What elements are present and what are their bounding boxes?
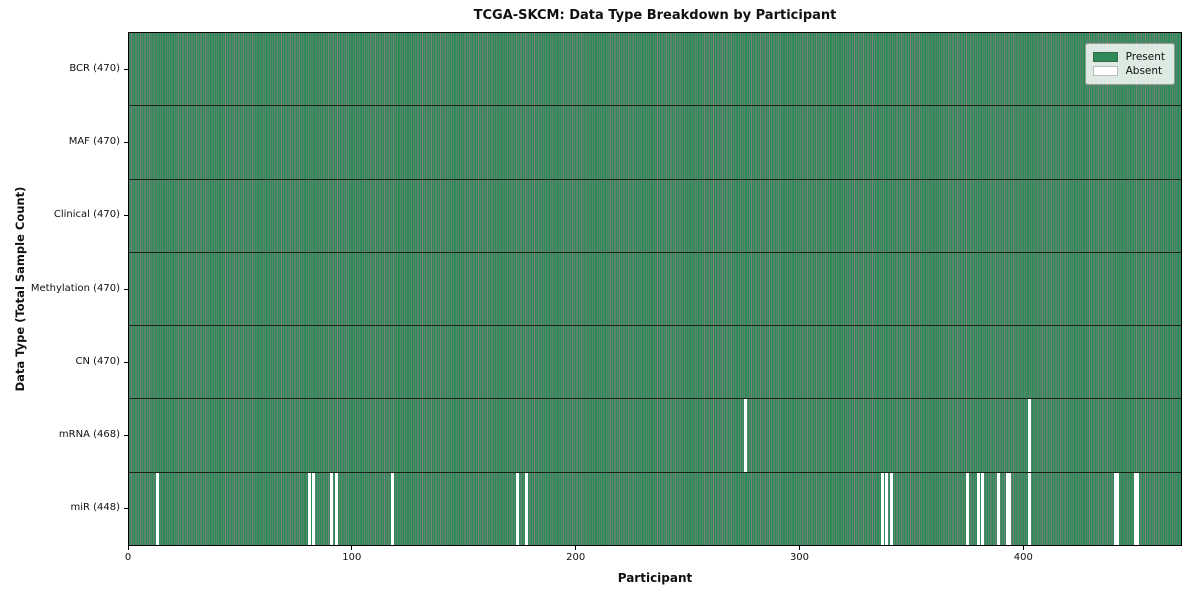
absent-cell	[1006, 472, 1010, 545]
x-tick-label: 300	[789, 552, 810, 563]
x-tick-mark	[575, 546, 577, 550]
absent-cell	[981, 472, 985, 545]
absent-cell	[515, 472, 519, 545]
absent-cell	[330, 472, 334, 545]
absent-cell	[997, 472, 1001, 545]
y-tick-label-methylation: Methylation (470)	[30, 282, 120, 294]
heatmap-plot: Present Absent	[128, 32, 1182, 546]
x-tick-label: 0	[124, 552, 132, 563]
heatmap-row-maf	[129, 106, 1181, 180]
absent-cell	[889, 472, 893, 545]
absent-cell	[1133, 472, 1137, 545]
heatmap-row-bcr	[129, 33, 1181, 107]
y-tick-label-clinical: Clinical (470)	[53, 209, 120, 221]
x-tick-mark	[127, 546, 129, 550]
y-tick-label-cn: CN (470)	[75, 355, 120, 367]
y-tick-mark	[124, 288, 128, 290]
y-tick-mark	[124, 142, 128, 144]
x-tick-mark	[798, 546, 800, 550]
absent-cell	[1028, 472, 1032, 545]
y-tick-mark	[124, 507, 128, 509]
absent-cell	[312, 472, 316, 545]
y-tick-label-mrna: mRNA (468)	[58, 428, 120, 440]
absent-cell	[885, 472, 889, 545]
heatmap-row-methylation	[129, 252, 1181, 327]
absent-swatch	[1092, 66, 1118, 76]
legend: Present Absent	[1084, 43, 1175, 85]
absent-cell	[1008, 472, 1012, 545]
y-tick-label-bcr: BCR (470)	[69, 63, 120, 75]
legend-label-present: Present	[1125, 51, 1165, 63]
absent-cell	[334, 472, 338, 545]
y-tick-label-mir: miR (448)	[70, 501, 120, 513]
y-tick-mark	[124, 69, 128, 71]
chart-title: TCGA-SKCM: Data Type Breakdown by Partic…	[473, 8, 837, 23]
x-tick-mark	[351, 546, 353, 550]
y-tick-label-maf: MAF (470)	[68, 136, 120, 148]
absent-cell	[1135, 472, 1139, 545]
absent-cell	[880, 472, 884, 545]
heatmap-row-cn	[129, 326, 1181, 400]
absent-cell	[390, 472, 394, 545]
absent-cell	[307, 472, 311, 545]
x-axis-label: Participant	[617, 571, 693, 585]
present-swatch	[1092, 52, 1118, 62]
absent-cell	[976, 472, 980, 545]
absent-cell	[965, 472, 969, 545]
y-tick-mark	[124, 361, 128, 363]
absent-cell	[1113, 472, 1117, 545]
absent-cell	[155, 472, 159, 545]
x-tick-label: 400	[1013, 552, 1033, 563]
legend-label-absent: Absent	[1125, 65, 1163, 77]
absent-cell	[1028, 399, 1032, 472]
y-tick-mark	[124, 215, 128, 217]
absent-cell	[744, 399, 748, 472]
x-tick-label: 100	[342, 552, 362, 563]
legend-entry-absent: Absent	[1092, 65, 1165, 77]
absent-cell	[524, 472, 528, 545]
y-tick-mark	[124, 434, 128, 436]
absent-cell	[1115, 472, 1119, 545]
heatmap-row-mir	[129, 472, 1181, 545]
legend-entry-present: Present	[1092, 51, 1165, 63]
x-tick-label: 200	[566, 552, 586, 563]
heatmap-row-mrna	[129, 399, 1181, 473]
heatmap-row-clinical	[129, 179, 1181, 253]
x-tick-mark	[1022, 546, 1024, 550]
